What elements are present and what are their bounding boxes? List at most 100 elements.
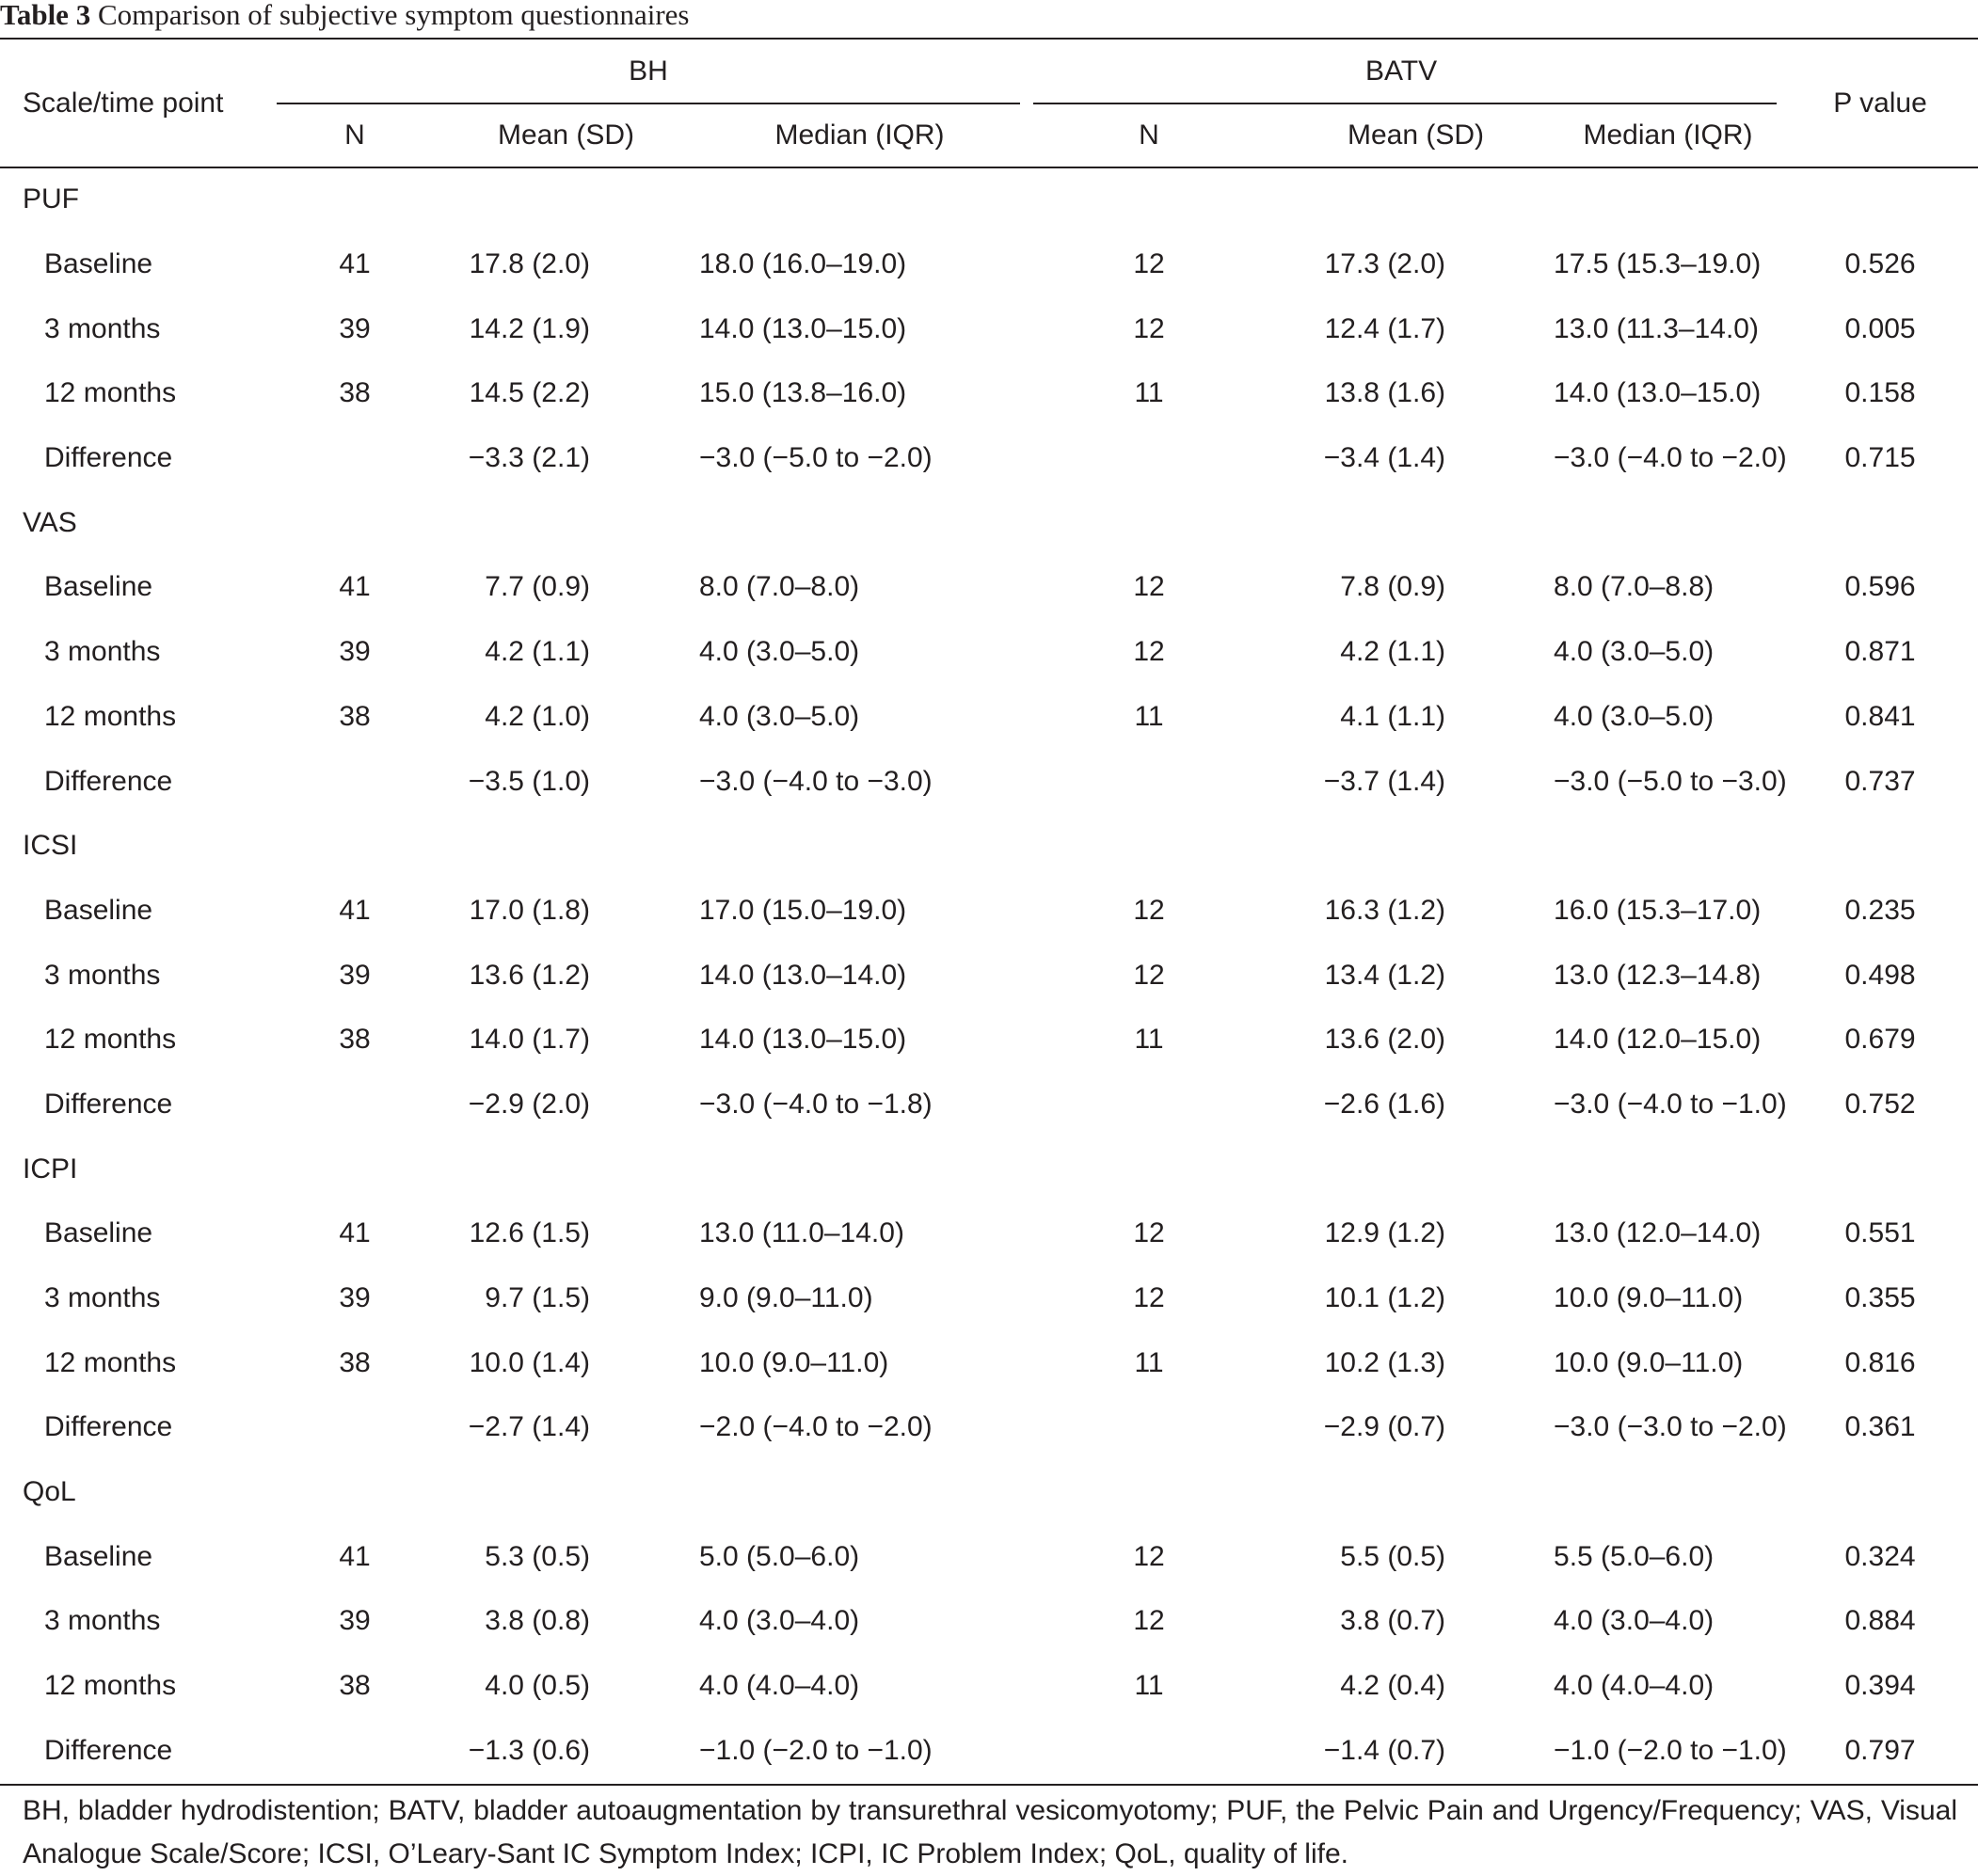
batv-n: [1020, 749, 1278, 814]
batv-median: −3.0 (−4.0 to −2.0): [1554, 442, 1787, 474]
p-value: 0.498: [1844, 959, 1916, 991]
bh-mean: 9.7 (1.5): [485, 1282, 590, 1314]
table-row: Baseline 41 7.7 (0.9) 8.0 (7.0–8.0) 12 7.8 (0…: [0, 555, 1978, 620]
table-bottom-rule: [0, 1784, 1978, 1786]
bh-n: [277, 1719, 433, 1784]
batv-mean: 12.4 (1.7): [1324, 312, 1446, 344]
bh-median: 4.0 (3.0–5.0): [699, 636, 860, 668]
bh-mean: 17.8 (2.0): [469, 248, 590, 280]
batv-n: 12: [1133, 636, 1165, 668]
p-value: 0.752: [1844, 1088, 1916, 1120]
bh-mean: 14.2 (1.9): [469, 312, 590, 344]
table-row: Baseline 41 12.6 (1.5) 13.0 (11.0–14.0) 12 12…: [0, 1201, 1978, 1266]
bh-mean: 10.0 (1.4): [469, 1346, 590, 1378]
header-bh-n: N: [344, 119, 365, 151]
p-value: 0.884: [1844, 1605, 1916, 1637]
batv-median: −3.0 (−4.0 to −1.0): [1554, 1088, 1787, 1120]
table-row: 3 months 39 14.2 (1.9) 14.0 (13.0–15.0) 12 12…: [0, 296, 1978, 361]
bh-n: [277, 749, 433, 814]
batv-mean: 16.3 (1.2): [1324, 894, 1446, 926]
time-point: Difference: [44, 442, 173, 474]
bh-n: 38: [339, 1024, 371, 1056]
batv-n: 12: [1133, 1605, 1165, 1637]
time-point: Baseline: [44, 571, 153, 603]
p-value: 0.355: [1844, 1282, 1916, 1314]
p-value: 0.158: [1844, 377, 1916, 409]
batv-median: −3.0 (−3.0 to −2.0): [1554, 1411, 1787, 1443]
time-point: Baseline: [44, 894, 153, 926]
batv-median: 4.0 (3.0–5.0): [1554, 636, 1715, 668]
header-bh-median: Median (IQR): [774, 119, 945, 151]
bh-median: 14.0 (13.0–15.0): [699, 1024, 907, 1056]
time-point: 12 months: [44, 377, 177, 409]
table-row: 12 months 38 14.5 (2.2) 15.0 (13.8–16.0) 11 1…: [0, 361, 1978, 426]
p-value: 0.235: [1844, 894, 1916, 926]
p-value: 0.737: [1844, 765, 1916, 797]
section-row: ICPI: [0, 1137, 1978, 1201]
section-row: QoL: [0, 1460, 1978, 1525]
time-point: 12 months: [44, 1670, 177, 1702]
batv-median: 4.0 (3.0–5.0): [1554, 700, 1715, 732]
bh-median: 4.0 (4.0–4.0): [699, 1670, 860, 1702]
batv-mean: 13.4 (1.2): [1324, 959, 1446, 991]
header-scale-time: Scale/time point: [23, 87, 224, 119]
bh-n: [277, 426, 433, 491]
bh-n: 41: [339, 1540, 371, 1572]
bh-mean: 4.2 (1.0): [485, 700, 590, 732]
section-label: VAS: [23, 506, 77, 538]
bh-median: 4.0 (3.0–5.0): [699, 700, 860, 732]
table-row: Baseline 41 17.8 (2.0) 18.0 (16.0–19.0) 12 17…: [0, 232, 1978, 297]
table-row: Difference −2.7 (1.4) −2.0 (−4.0 to −2.0) −…: [0, 1395, 1978, 1460]
batv-mean: 5.5 (0.5): [1340, 1540, 1446, 1572]
time-point: Difference: [44, 765, 173, 797]
batv-median: 16.0 (15.3–17.0): [1554, 894, 1762, 926]
bh-mean: 7.7 (0.9): [485, 571, 590, 603]
batv-n: 12: [1133, 248, 1165, 280]
table-body: PUF Baseline 41 17.8 (2.0) 18.0 (16.0–19.0) 1…: [0, 167, 1978, 1783]
table-row: 12 months 38 4.0 (0.5) 4.0 (4.0–4.0) 11 4.2 (…: [0, 1654, 1978, 1719]
batv-median: −1.0 (−2.0 to −1.0): [1554, 1734, 1787, 1766]
batv-mean: 4.2 (1.1): [1340, 636, 1446, 668]
batv-median: 13.0 (11.3–14.0): [1554, 312, 1759, 344]
bh-n: 41: [339, 571, 371, 603]
time-point: 12 months: [44, 700, 177, 732]
bh-median: 9.0 (9.0–11.0): [699, 1282, 873, 1314]
bh-mean: −2.9 (2.0): [468, 1088, 590, 1120]
bh-n: 38: [339, 377, 371, 409]
bh-median: 17.0 (15.0–19.0): [699, 894, 907, 926]
batv-n: [1020, 1395, 1278, 1460]
table-row: 12 months 38 10.0 (1.4) 10.0 (9.0–11.0) 11 10…: [0, 1330, 1978, 1395]
table-row: Baseline 41 17.0 (1.8) 17.0 (15.0–19.0) 12 16…: [0, 879, 1978, 944]
bh-median: −3.0 (−4.0 to −1.8): [699, 1088, 933, 1120]
table-row: Baseline 41 5.3 (0.5) 5.0 (5.0–6.0) 12 5.5 (0…: [0, 1524, 1978, 1589]
batv-median: 13.0 (12.3–14.8): [1554, 959, 1762, 991]
batv-median: 14.0 (13.0–15.0): [1554, 377, 1762, 409]
time-point: 3 months: [44, 1605, 161, 1637]
bh-mean: 12.6 (1.5): [469, 1217, 590, 1249]
table-row: 12 months 38 4.2 (1.0) 4.0 (3.0–5.0) 11 4.1 (…: [0, 685, 1978, 750]
bh-median: 14.0 (13.0–14.0): [699, 959, 907, 991]
bh-n: 39: [339, 312, 371, 344]
time-point: 3 months: [44, 312, 161, 344]
section-label: PUF: [23, 183, 79, 215]
batv-n: 12: [1133, 312, 1165, 344]
batv-n: 12: [1133, 1217, 1165, 1249]
batv-n: 12: [1133, 1540, 1165, 1572]
batv-n: 12: [1133, 1282, 1165, 1314]
bh-mean: 14.5 (2.2): [469, 377, 590, 409]
bh-n: 38: [339, 1670, 371, 1702]
bh-n: 39: [339, 1605, 371, 1637]
table-title: Comparison of subjective symptom questio…: [97, 0, 690, 31]
time-point: Baseline: [44, 248, 153, 280]
bh-median: −3.0 (−5.0 to −2.0): [699, 442, 933, 474]
time-point: Difference: [44, 1734, 173, 1766]
batv-n: 11: [1134, 700, 1164, 732]
p-value: 0.841: [1844, 700, 1916, 732]
batv-median: 4.0 (4.0–4.0): [1554, 1670, 1715, 1702]
batv-mean: −1.4 (0.7): [1323, 1734, 1446, 1766]
header-group-bh: BH: [629, 56, 668, 87]
header-bh-mean: Mean (SD): [497, 119, 635, 151]
table-row: Difference −3.5 (1.0) −3.0 (−4.0 to −3.0) −…: [0, 749, 1978, 814]
table-caption: Table 3 Comparison of subjective symptom…: [0, 0, 689, 34]
bh-median: −1.0 (−2.0 to −1.0): [699, 1734, 933, 1766]
